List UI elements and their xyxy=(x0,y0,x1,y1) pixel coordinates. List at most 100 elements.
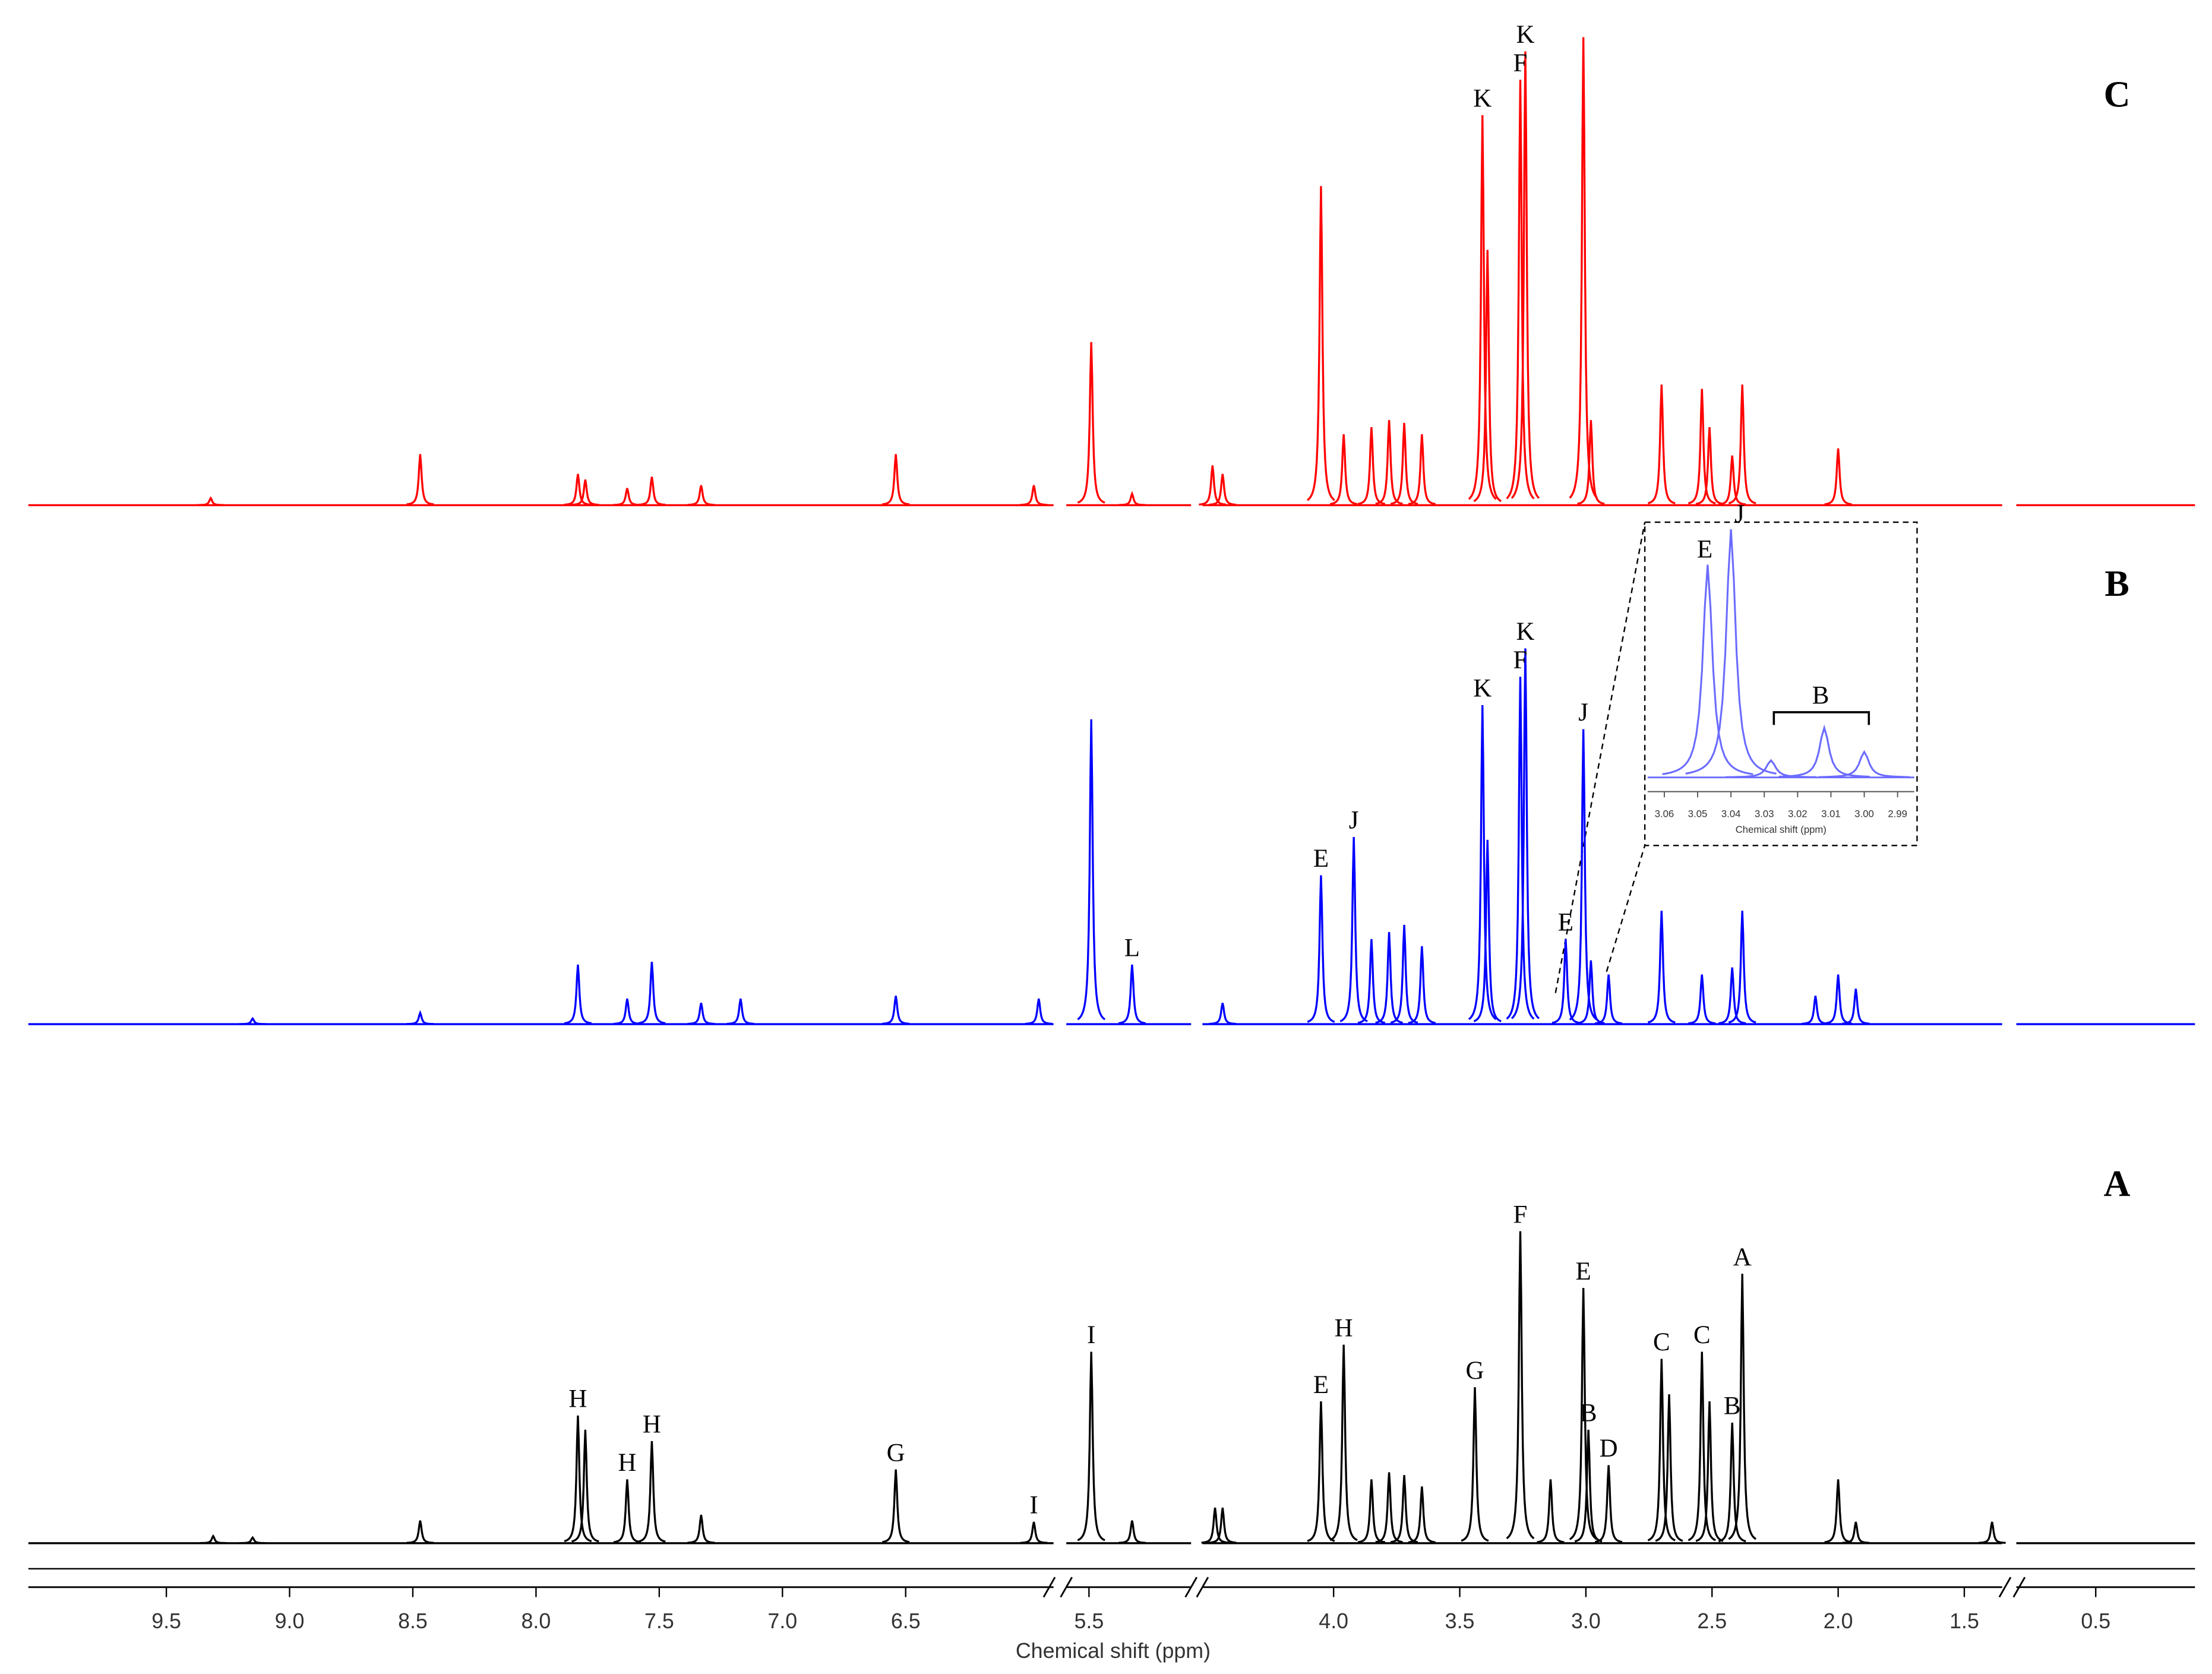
peak xyxy=(1025,998,1053,1025)
peak xyxy=(1209,1507,1237,1544)
peak xyxy=(239,1016,267,1025)
peak xyxy=(1077,342,1105,504)
peak-label: B xyxy=(1724,1392,1741,1420)
peak xyxy=(1569,1288,1598,1540)
peak-label: E xyxy=(1313,845,1329,873)
peak xyxy=(1728,911,1756,1024)
peak xyxy=(1537,1479,1565,1543)
peak xyxy=(1569,729,1598,1021)
peak-label: E xyxy=(1576,1258,1591,1285)
peak xyxy=(1688,974,1716,1025)
x-tick-label: 9.0 xyxy=(275,1609,305,1633)
inset-tick-label: 3.02 xyxy=(1788,808,1807,820)
peak xyxy=(1375,931,1403,1024)
inset-tick-label: 3.06 xyxy=(1655,808,1674,820)
peak-label: H xyxy=(618,1449,636,1477)
x-tick-label: 7.5 xyxy=(644,1609,674,1633)
peak-label: J xyxy=(1349,807,1359,835)
inset-peak xyxy=(1778,724,1870,778)
peak xyxy=(1506,80,1535,500)
peak xyxy=(406,454,434,506)
peak xyxy=(1020,485,1048,506)
peak-label: L xyxy=(1124,934,1140,962)
peak xyxy=(1473,839,1502,1022)
series-name: B xyxy=(2104,564,2129,604)
peak xyxy=(1511,51,1540,499)
inset-peak xyxy=(1685,529,1777,775)
peak-label: H xyxy=(1335,1314,1353,1342)
peak xyxy=(1020,1521,1048,1544)
peak xyxy=(1511,648,1540,1019)
peak xyxy=(1688,389,1716,504)
x-tick-label: 1.5 xyxy=(1949,1609,1979,1633)
bracket-label: B xyxy=(1812,682,1829,710)
peak-label: K xyxy=(1473,675,1491,703)
peak-label: K xyxy=(1473,85,1491,113)
peak-label: F xyxy=(1513,646,1528,674)
peak xyxy=(1978,1521,2006,1544)
peak xyxy=(1594,1465,1623,1543)
peak-label: E xyxy=(1313,1371,1329,1399)
inset-tick-label: 3.03 xyxy=(1755,808,1774,820)
peak-label: I xyxy=(1087,1321,1095,1349)
inset-tick-label: 3.01 xyxy=(1821,808,1841,820)
peak-label: C xyxy=(1653,1328,1670,1356)
peak xyxy=(1408,1486,1436,1543)
peak xyxy=(1209,473,1237,506)
peak xyxy=(1647,911,1676,1024)
peak-label: F xyxy=(1513,1201,1528,1228)
peak-label: G xyxy=(1466,1357,1484,1385)
peak xyxy=(1307,875,1335,1023)
peak xyxy=(1339,836,1368,1022)
x-tick-label: 8.5 xyxy=(398,1609,428,1633)
bracket xyxy=(1772,711,1870,725)
peak xyxy=(1118,964,1146,1025)
peak-label: H xyxy=(643,1411,661,1439)
peak-label: I xyxy=(1029,1492,1038,1520)
peak xyxy=(1375,420,1403,505)
peak xyxy=(881,1469,910,1543)
peak-label: H xyxy=(568,1385,587,1413)
peak xyxy=(1329,1344,1358,1542)
peak xyxy=(1118,491,1146,506)
peak xyxy=(1695,427,1724,506)
inset-peak xyxy=(1662,564,1753,775)
peak xyxy=(882,454,910,506)
peak xyxy=(406,1520,434,1544)
peak-label: G xyxy=(887,1439,905,1467)
peak xyxy=(1408,946,1436,1024)
peak xyxy=(197,496,225,506)
peak xyxy=(882,996,910,1025)
zoom-line xyxy=(1554,522,1646,993)
peak-label: K xyxy=(1516,618,1534,646)
spectrum xyxy=(28,1231,2195,1544)
peak xyxy=(1329,434,1358,506)
peak xyxy=(571,479,599,506)
peak xyxy=(1307,1401,1335,1542)
peak xyxy=(1688,1351,1716,1542)
x-tick-label: 3.5 xyxy=(1445,1609,1475,1633)
peak-label: B xyxy=(1580,1400,1597,1427)
peak xyxy=(613,1479,642,1543)
peak xyxy=(1375,1472,1403,1543)
peak xyxy=(1842,1521,1870,1544)
peak xyxy=(1468,115,1497,500)
peak xyxy=(1506,677,1535,1020)
peak-label: J xyxy=(1578,699,1588,727)
inset-peak-label: J xyxy=(1734,500,1745,528)
peak xyxy=(1824,1479,1852,1543)
peak-label: C xyxy=(1693,1321,1711,1349)
peak xyxy=(1551,939,1580,1024)
x-axis-label: Chemical shift (ppm) xyxy=(1016,1639,1211,1663)
peak xyxy=(564,473,592,506)
peak xyxy=(1595,974,1623,1025)
peak-label: F xyxy=(1513,49,1528,77)
inset-tick-label: 3.04 xyxy=(1721,808,1741,820)
series-name: A xyxy=(2104,1164,2131,1204)
peak xyxy=(564,964,592,1025)
peak xyxy=(1306,186,1335,501)
x-tick-label: 7.0 xyxy=(767,1609,797,1633)
peak xyxy=(1461,1387,1489,1542)
